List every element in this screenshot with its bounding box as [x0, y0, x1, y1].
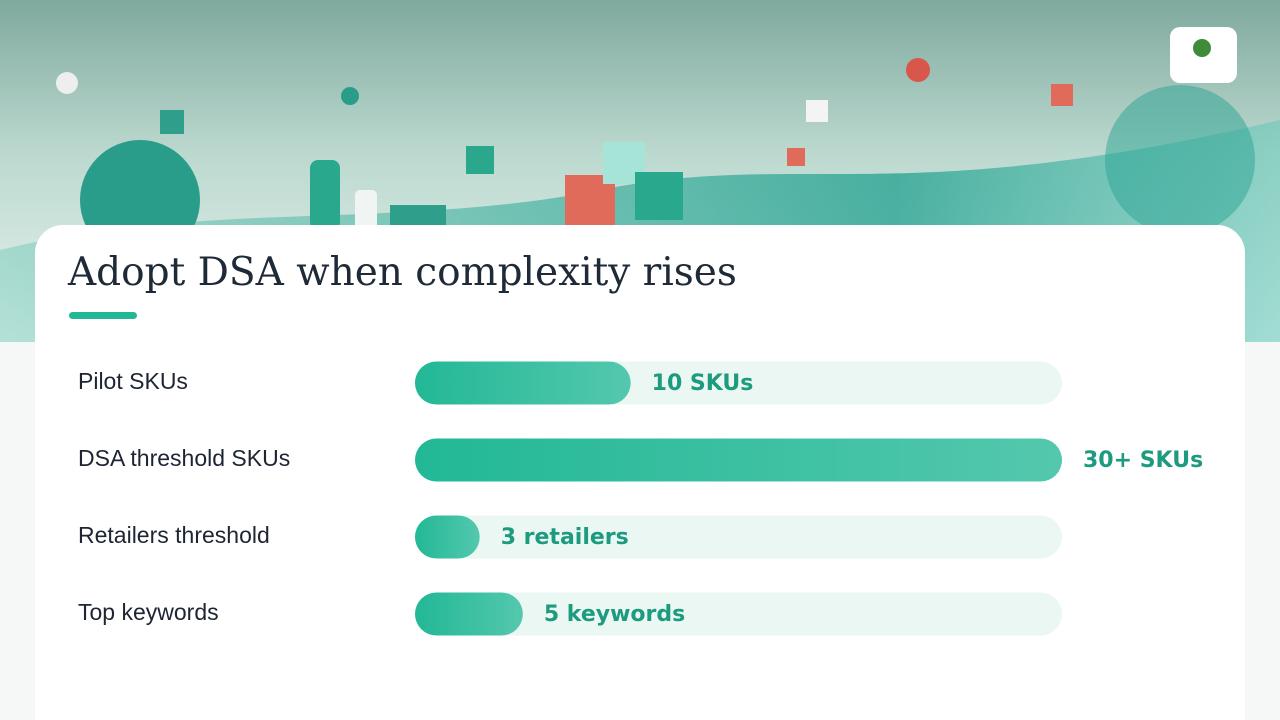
plot: Pilot SKUs 10 SKUs DSA threshold SKUs 30+ S… — [78, 361, 1203, 636]
logo-mark — [1193, 39, 1211, 57]
bar — [415, 438, 1062, 482]
category-label: Retailers threshold — [78, 522, 270, 548]
bar — [415, 515, 480, 559]
value-label: 10 SKUs — [652, 371, 754, 396]
bar — [415, 592, 523, 636]
bar — [415, 361, 631, 405]
category-label: DSA threshold SKUs — [78, 445, 290, 471]
title-underline — [69, 312, 137, 319]
category-label: Top keywords — [78, 599, 219, 625]
value-label: 3 retailers — [501, 525, 629, 550]
value-label: 30+ SKUs — [1083, 448, 1203, 473]
chart-title: Adopt DSA when complexity rises — [67, 250, 737, 295]
bar-track — [415, 515, 1062, 559]
value-label: 5 keywords — [544, 602, 685, 627]
category-label: Pilot SKUs — [78, 368, 188, 394]
bar-track — [415, 592, 1062, 636]
